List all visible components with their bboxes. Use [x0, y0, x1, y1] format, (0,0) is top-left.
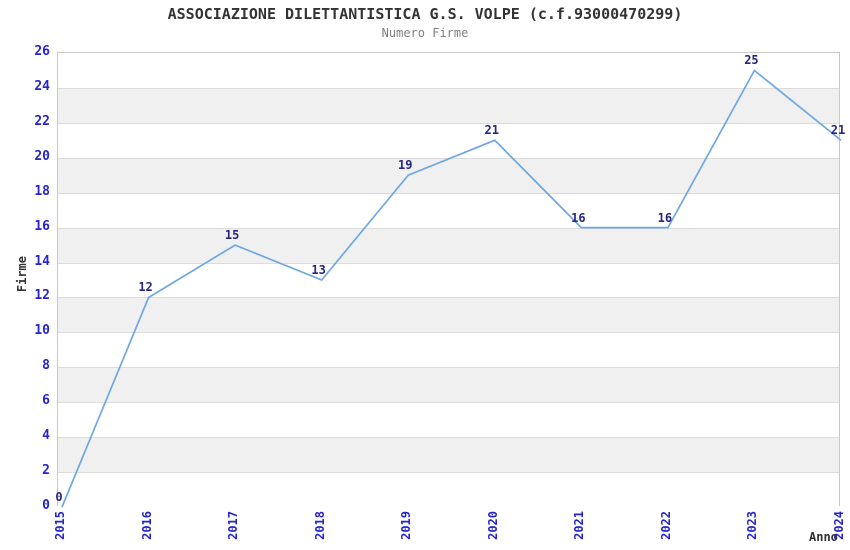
data-point-label: 12	[138, 280, 153, 295]
grid-stripe	[58, 402, 839, 438]
data-point-label: 16	[571, 210, 586, 225]
gridline	[58, 297, 839, 299]
y-tick-label: 20	[34, 148, 50, 164]
y-tick-label: 0	[42, 498, 50, 513]
x-tick-label: 2020	[485, 511, 500, 540]
x-tick-label: 2016	[139, 511, 154, 540]
series-line	[61, 69, 842, 508]
data-point-label: 16	[657, 210, 673, 225]
gridline	[58, 87, 839, 89]
gridline	[58, 192, 839, 194]
x-tick-label: 2023	[745, 511, 760, 540]
data-point-label: 13	[311, 263, 326, 277]
data-point-label: 21	[484, 123, 499, 138]
grid-stripe	[58, 367, 839, 403]
grid-stripe	[58, 472, 839, 507]
grid-stripe	[58, 53, 839, 88]
data-point-label: 21	[830, 123, 846, 138]
y-tick-label: 14	[34, 253, 50, 269]
x-axis-title: Anno	[809, 530, 838, 544]
grid-stripe	[58, 157, 839, 193]
y-tick-label: 12	[34, 288, 50, 304]
grid-stripe	[58, 227, 839, 263]
x-tick-label: 2021	[572, 511, 587, 540]
grid-stripe	[58, 192, 839, 228]
gridline	[58, 122, 839, 124]
chart-subtitle: Numero Firme	[381, 26, 469, 40]
grid-stripe	[58, 297, 839, 333]
x-tick-label: 2015	[53, 511, 67, 540]
line-series	[61, 69, 842, 508]
y-tick-label: 6	[42, 393, 50, 409]
y-tick-label: 24	[34, 78, 50, 94]
y-tick-label: 8	[42, 358, 50, 374]
gridline	[58, 437, 839, 439]
y-tick-label: 18	[34, 183, 50, 199]
plot-area: 0 12 15 13 19 21 16 16 25 21	[55, 52, 845, 508]
gridline	[58, 472, 839, 474]
x-tick-label: 2018	[312, 511, 327, 540]
data-point-label: 0	[55, 490, 63, 504]
data-point-label: 19	[397, 158, 413, 173]
grid-stripe	[58, 437, 839, 473]
y-tick-label: 4	[42, 428, 50, 444]
gridline	[58, 402, 839, 404]
gridline	[58, 227, 839, 229]
gridline	[58, 367, 839, 369]
data-point-label: 25	[744, 53, 759, 68]
y-tick-label: 2	[42, 463, 50, 479]
grid-stripe	[58, 262, 839, 298]
x-tick-label: 2017	[226, 511, 241, 540]
y-tick-label: 22	[34, 113, 50, 129]
chart-title: ASSOCIAZIONE DILETTANTISTICA G.S. VOLPE …	[167, 5, 683, 23]
x-tick-label: 2019	[399, 511, 414, 540]
x-tick-label: 2022	[658, 511, 673, 540]
y-tick-label: 26	[34, 44, 50, 59]
y-tick-label: 16	[34, 218, 50, 234]
y-tick-label: 10	[34, 323, 50, 339]
data-point-label: 15	[224, 228, 240, 243]
gridline	[58, 332, 839, 334]
grid-stripe	[58, 87, 839, 123]
grid-stripe	[58, 332, 839, 368]
gridline	[58, 262, 839, 264]
